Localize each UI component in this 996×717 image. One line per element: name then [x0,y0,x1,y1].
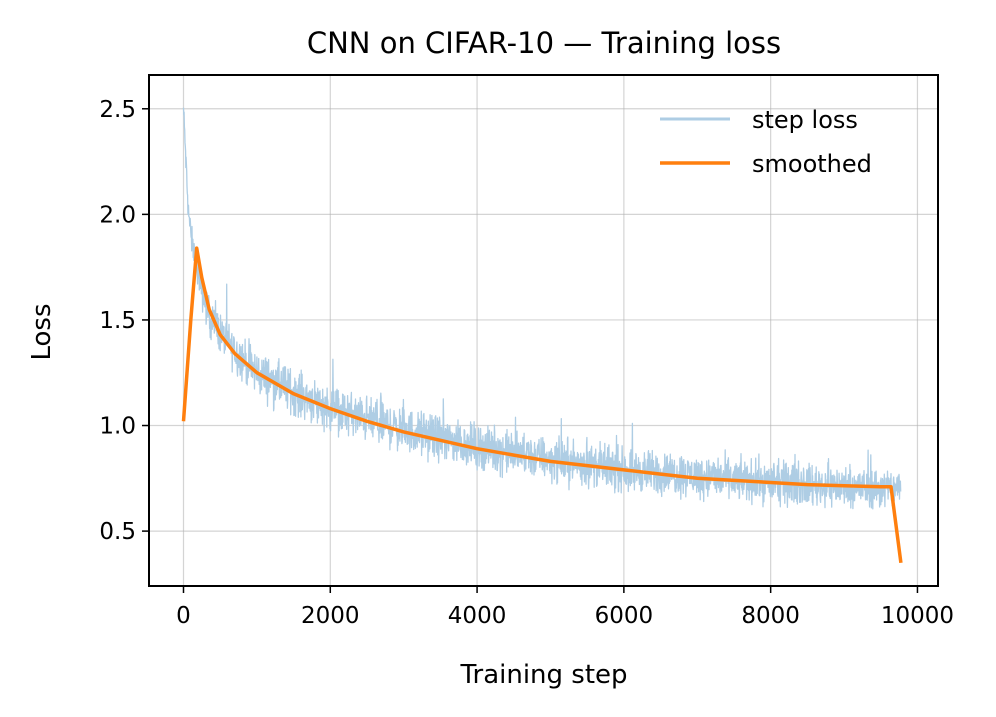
y-axis-label: Loss [27,303,57,360]
y-tick-label: 2.5 [99,97,136,123]
x-tick-label: 10000 [881,603,954,629]
step-loss-line [182,107,902,510]
legend-step-loss-label: step loss [752,106,858,134]
x-tick-label: 4000 [448,603,507,629]
legend: step loss smoothed [660,106,872,178]
chart-title: CNN on CIFAR-10 — Training loss [307,26,781,60]
y-tick-label: 1.0 [99,414,136,440]
smoothed-series [181,246,903,564]
x-tick-label: 6000 [595,603,654,629]
smoothed-line [181,246,903,564]
x-axis-label: Training step [459,660,627,690]
y-tick-label: 1.5 [99,308,136,334]
plot-frame [148,74,939,587]
x-tick-label: 0 [176,603,191,629]
x-tick-label: 2000 [301,603,360,629]
y-tick-label: 2.0 [99,202,136,228]
y-axis-ticks: 0.5 1.0 1.5 2.0 2.5 [99,97,149,545]
x-axis-ticks: 0 2000 4000 6000 8000 10000 [176,586,954,629]
y-tick-label: 0.5 [99,519,136,545]
x-tick-label: 8000 [741,603,800,629]
legend-smoothed-label: smoothed [752,150,872,178]
grid-lines [149,75,938,586]
step-loss-series [182,107,902,510]
